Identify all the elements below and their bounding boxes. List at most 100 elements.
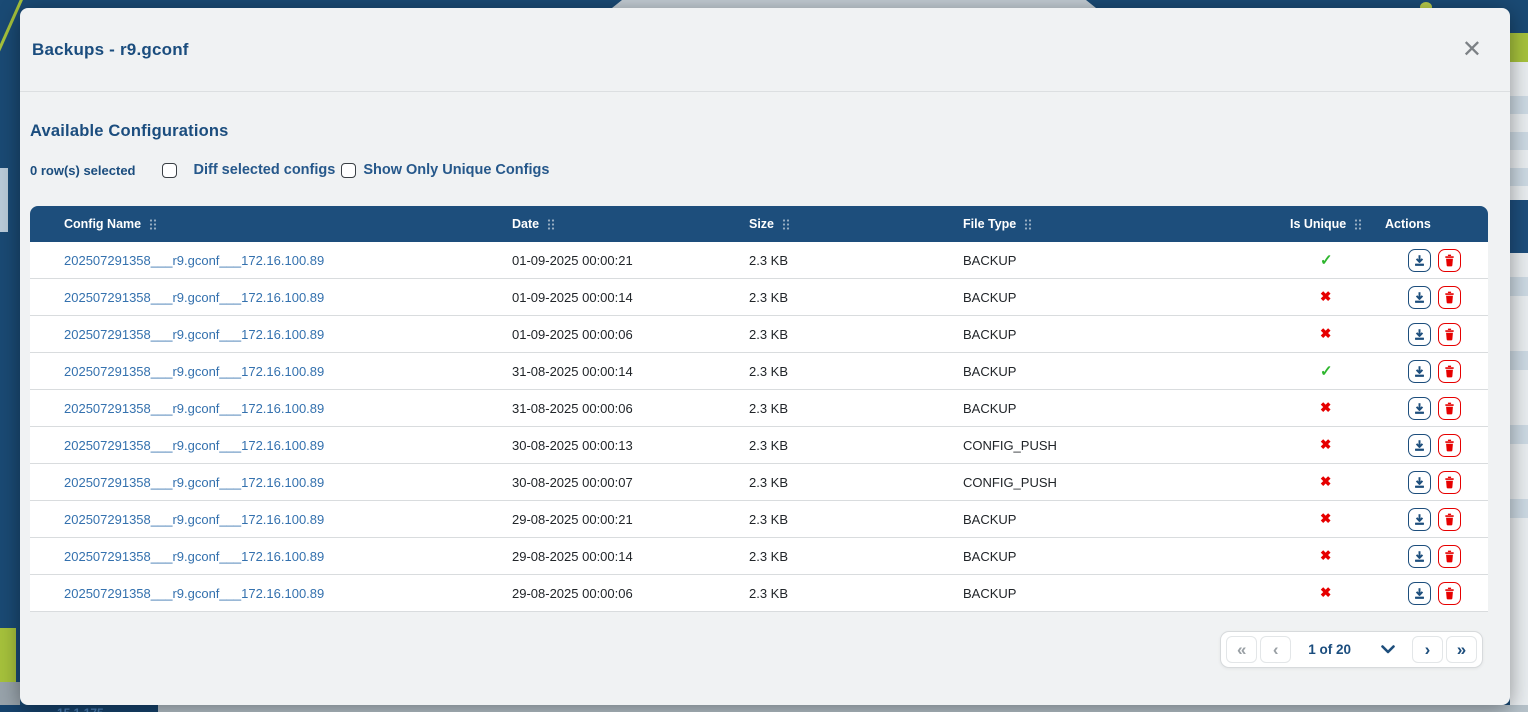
delete-button[interactable] [1438,581,1461,605]
cell-file-type: BACKUP [963,289,1017,305]
trash-icon [1445,402,1454,414]
cell-size: 2.3 KB [749,326,789,342]
table-row: 202507291358___r9.gconf___172.16.100.89 … [30,279,1488,316]
version-text: 15.1.175 [57,706,104,712]
diff-configs-label[interactable]: Diff selected configs [193,162,336,178]
drag-handle-icon[interactable] [782,218,790,231]
background-statusbar: 15.1.175 [0,705,158,712]
delete-button[interactable] [1438,322,1461,346]
delete-button[interactable] [1438,359,1461,383]
unique-mark: ✓ [1320,363,1333,380]
config-name-link[interactable]: 202507291358___r9.gconf___172.16.100.89 [64,400,325,416]
cell-date: 30-08-2025 00:00:07 [512,474,633,490]
trash-icon [1445,550,1454,562]
unique-configs-label[interactable]: Show Only Unique Configs [363,162,550,178]
delete-button[interactable] [1438,433,1461,457]
table-body: 202507291358___r9.gconf___172.16.100.89 … [30,242,1488,612]
drag-handle-icon[interactable] [547,218,555,231]
chevron-down-icon [1381,645,1395,654]
download-button[interactable] [1408,322,1431,346]
trash-icon [1445,587,1454,599]
config-name-link[interactable]: 202507291358___r9.gconf___172.16.100.89 [64,511,325,527]
table-row: 202507291358___r9.gconf___172.16.100.89 … [30,353,1488,390]
delete-button[interactable] [1438,544,1461,568]
cell-date: 29-08-2025 00:00:06 [512,585,633,601]
delete-button[interactable] [1438,248,1461,272]
delete-button[interactable] [1438,285,1461,309]
download-button[interactable] [1408,470,1431,494]
backups-modal: Backups - r9.gconf ✕ Available Configura… [20,8,1510,705]
download-button[interactable] [1408,433,1431,457]
next-page-button[interactable]: › [1412,636,1443,663]
unique-configs-checkbox[interactable] [341,162,357,178]
column-header-size[interactable]: Size [715,217,929,231]
download-button[interactable] [1408,544,1431,568]
cell-file-type: BACKUP [963,585,1017,601]
column-header-config-name[interactable]: Config Name [30,217,478,231]
config-name-link[interactable]: 202507291358___r9.gconf___172.16.100.89 [64,289,325,305]
unique-mark: ✖ [1320,548,1332,563]
table-header-row: Config Name Date Size File Type Is Uniqu… [30,206,1488,242]
background-left-fragment [0,168,8,232]
drag-handle-icon[interactable] [1024,218,1032,231]
download-button[interactable] [1408,581,1431,605]
trash-icon [1445,328,1454,340]
diff-configs-checkbox[interactable] [161,162,177,178]
background-right-strip [1510,0,1528,712]
download-button[interactable] [1408,507,1431,531]
delete-button[interactable] [1438,507,1461,531]
cell-date: 01-09-2025 00:00:06 [512,326,633,342]
download-icon [1415,402,1424,414]
background-left-green-block [0,628,16,682]
drag-handle-icon[interactable] [1354,218,1362,231]
config-name-link[interactable]: 202507291358___r9.gconf___172.16.100.89 [64,326,325,342]
close-icon[interactable]: ✕ [1461,35,1482,63]
trash-icon [1445,254,1454,266]
download-icon [1415,513,1424,525]
column-label: Date [512,217,540,231]
download-button[interactable] [1408,248,1431,272]
unique-mark: ✖ [1320,326,1332,341]
page-select-value: 1 of 20 [1308,642,1351,657]
first-page-button[interactable]: « [1226,636,1258,663]
config-name-link[interactable]: 202507291358___r9.gconf___172.16.100.89 [64,548,325,564]
column-label: Is Unique [1290,217,1347,231]
cell-file-type: BACKUP [963,326,1017,342]
config-name-link[interactable]: 202507291358___r9.gconf___172.16.100.89 [64,474,325,490]
config-name-link[interactable]: 202507291358___r9.gconf___172.16.100.89 [64,437,325,453]
cell-file-type: BACKUP [963,252,1017,268]
cell-size: 2.3 KB [749,252,789,268]
pagination-row: « ‹ 1 of 20 › » [30,631,1483,668]
cell-size: 2.3 KB [749,548,789,564]
prev-page-button[interactable]: ‹ [1260,636,1292,663]
column-header-is-unique[interactable]: Is Unique [1256,217,1374,231]
cell-size: 2.3 KB [749,400,789,416]
page-select[interactable]: 1 of 20 [1294,642,1409,657]
trash-icon [1445,476,1454,488]
cell-size: 2.3 KB [749,363,789,379]
column-header-file-type[interactable]: File Type [929,217,1256,231]
cell-file-type: CONFIG_PUSH [963,474,1057,490]
config-name-link[interactable]: 202507291358___r9.gconf___172.16.100.89 [64,585,325,601]
rows-selected-label: 0 row(s) selected [30,162,136,178]
last-page-button[interactable]: » [1446,636,1477,663]
background-bottom-strip: 15.1.175 [0,705,1528,712]
delete-button[interactable] [1438,470,1461,494]
column-label: Size [749,217,775,231]
cell-date: 01-09-2025 00:00:21 [512,252,633,268]
download-icon [1415,587,1424,599]
config-name-link[interactable]: 202507291358___r9.gconf___172.16.100.89 [64,252,325,268]
download-button[interactable] [1408,285,1431,309]
column-header-date[interactable]: Date [478,217,715,231]
download-button[interactable] [1408,396,1431,420]
configurations-table: Config Name Date Size File Type Is Uniqu… [30,206,1488,612]
download-icon [1415,254,1424,266]
cell-file-type: CONFIG_PUSH [963,437,1057,453]
delete-button[interactable] [1438,396,1461,420]
cell-date: 31-08-2025 00:00:06 [512,400,633,416]
download-button[interactable] [1408,359,1431,383]
unique-mark: ✖ [1320,437,1332,452]
cell-file-type: BACKUP [963,511,1017,527]
config-name-link[interactable]: 202507291358___r9.gconf___172.16.100.89 [64,363,325,379]
drag-handle-icon[interactable] [149,218,157,231]
